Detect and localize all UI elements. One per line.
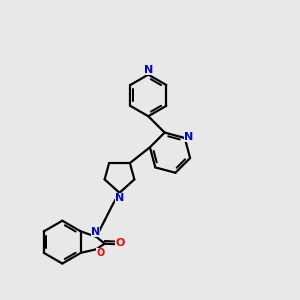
Text: N: N: [91, 227, 100, 237]
Text: O: O: [116, 238, 125, 248]
Text: O: O: [96, 248, 105, 258]
Text: N: N: [116, 193, 125, 203]
Text: N: N: [144, 64, 153, 75]
Text: N: N: [184, 132, 194, 142]
